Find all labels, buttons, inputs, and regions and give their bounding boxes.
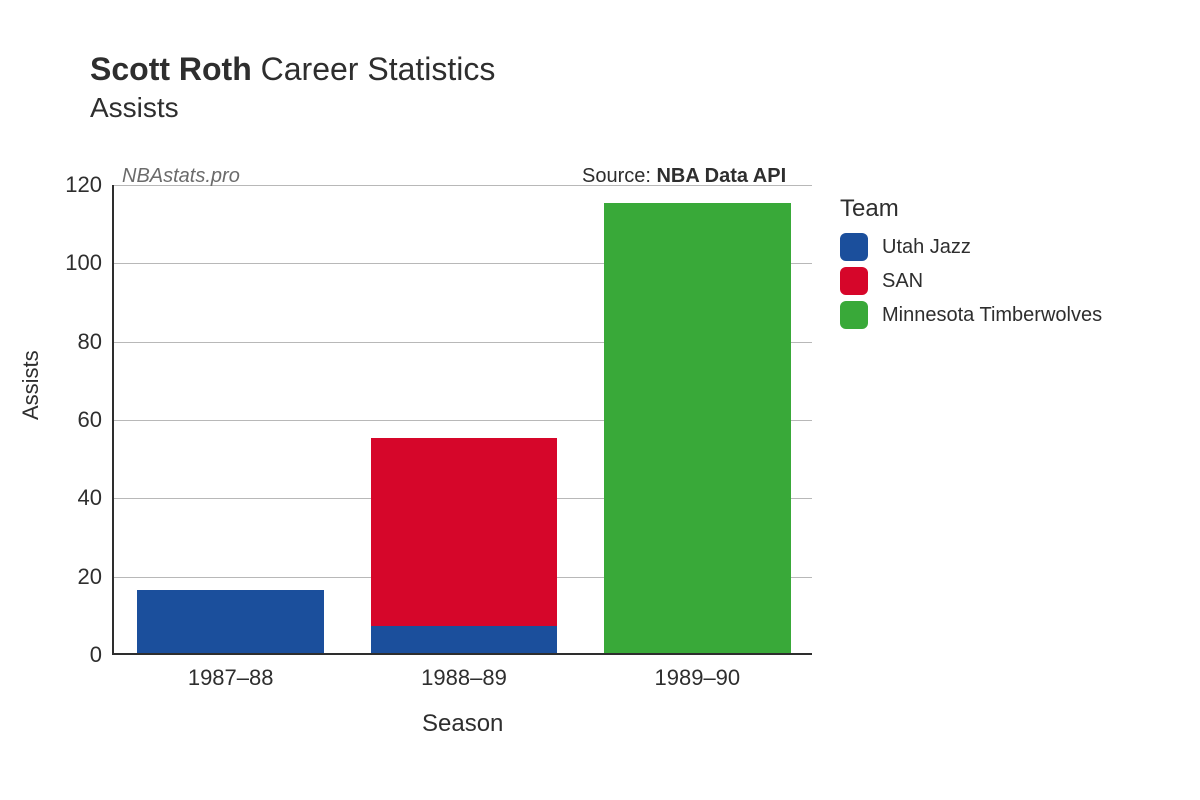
y-tick-label: 40 [78,485,102,511]
bar-segment [604,203,791,653]
bar-segment [137,590,324,653]
y-tick-label: 0 [90,642,102,668]
legend-item: Utah Jazz [840,233,1102,261]
y-tick-label: 20 [78,564,102,590]
legend: Team Utah Jazz SAN Minnesota Timberwolves [840,195,1102,335]
x-tick-label: 1988–89 [421,665,507,691]
chart-title: Scott Roth Career Statistics [90,50,495,88]
y-tick-label: 60 [78,407,102,433]
watermark-text: NBAstats.pro [122,165,240,188]
plot-area: 0204060801001201987–881988–891989–90 [112,185,812,655]
legend-label: Utah Jazz [882,236,971,259]
legend-swatch [840,233,868,261]
y-axis-title: Assists [18,350,44,420]
legend-item: SAN [840,267,1102,295]
source-attribution: Source: NBA Data API [582,165,786,188]
bar-segment [371,626,558,653]
x-axis-title: Season [422,710,503,738]
legend-swatch [840,301,868,329]
y-tick-label: 120 [65,172,102,198]
x-tick-label: 1989–90 [655,665,741,691]
legend-swatch [840,267,868,295]
y-tick-label: 100 [65,250,102,276]
y-tick-label: 80 [78,329,102,355]
source-prefix: Source: [582,165,656,187]
x-tick-label: 1987–88 [188,665,274,691]
legend-label: Minnesota Timberwolves [882,304,1102,327]
legend-title: Team [840,195,1102,223]
source-name: NBA Data API [656,165,786,187]
legend-item: Minnesota Timberwolves [840,301,1102,329]
player-name: Scott Roth [90,51,252,87]
legend-label: SAN [882,270,923,293]
bar-segment [371,438,558,626]
chart-container: Scott Roth Career Statistics Assists Ass… [0,0,1200,800]
title-suffix: Career Statistics [252,51,496,87]
chart-title-block: Scott Roth Career Statistics Assists [90,50,495,124]
chart-subtitle: Assists [90,92,495,124]
